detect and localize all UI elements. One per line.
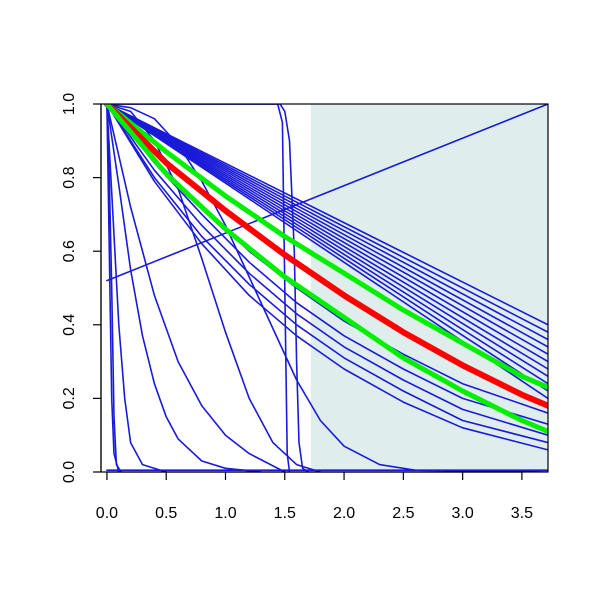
series-line-13 bbox=[106, 104, 548, 348]
series-line-26 bbox=[106, 104, 122, 472]
y-axis: 0.0 0.2 0.4 0.6 0.8 1.0 bbox=[61, 93, 102, 483]
series-line-3 bbox=[106, 104, 262, 472]
x-tick-label: 1.0 bbox=[214, 505, 236, 522]
series-line-6 bbox=[106, 104, 548, 472]
series-line-11 bbox=[106, 104, 548, 334]
series-line-25 bbox=[106, 104, 548, 451]
shaded-region bbox=[310, 104, 548, 472]
y-tick-label: 0.8 bbox=[61, 166, 78, 188]
x-axis: 0.0 0.5 1.0 1.5 2.0 2.5 3.0 3.5 bbox=[96, 471, 533, 522]
y-tick-label: 0.4 bbox=[61, 314, 78, 336]
series-line-24 bbox=[106, 104, 548, 444]
series-line-19 bbox=[106, 104, 548, 392]
y-tick-label: 0.0 bbox=[61, 461, 78, 483]
series-line-9 bbox=[106, 104, 548, 282]
series-line-23 bbox=[106, 104, 548, 437]
series-line-4 bbox=[106, 104, 286, 472]
x-tick-label: 2.0 bbox=[333, 505, 355, 522]
y-tick-label: 0.2 bbox=[61, 387, 78, 409]
x-tick-label: 0.0 bbox=[96, 505, 118, 522]
series-line-8 bbox=[106, 104, 310, 472]
series-line-12 bbox=[106, 104, 548, 341]
series-line-15 bbox=[106, 104, 548, 363]
series-line-28 bbox=[104, 104, 548, 390]
series-line-2 bbox=[106, 104, 167, 472]
series-line-18 bbox=[106, 104, 548, 385]
y-tick-label: 1.0 bbox=[61, 93, 78, 115]
series-line-29 bbox=[103, 104, 548, 409]
x-tick-label: 3.5 bbox=[511, 505, 533, 522]
x-tick-label: 2.5 bbox=[392, 505, 414, 522]
series-layer bbox=[103, 104, 548, 472]
x-tick-label: 0.5 bbox=[155, 505, 177, 522]
series-line-17 bbox=[106, 104, 548, 378]
y-tick-label: 0.6 bbox=[61, 240, 78, 262]
series-line-10 bbox=[106, 104, 548, 326]
x-tick-label: 3.0 bbox=[452, 505, 474, 522]
series-line-30 bbox=[104, 104, 548, 434]
series-line-7 bbox=[106, 104, 291, 472]
series-line-16 bbox=[106, 104, 548, 370]
x-tick-label: 1.5 bbox=[274, 505, 296, 522]
series-line-14 bbox=[106, 104, 548, 356]
